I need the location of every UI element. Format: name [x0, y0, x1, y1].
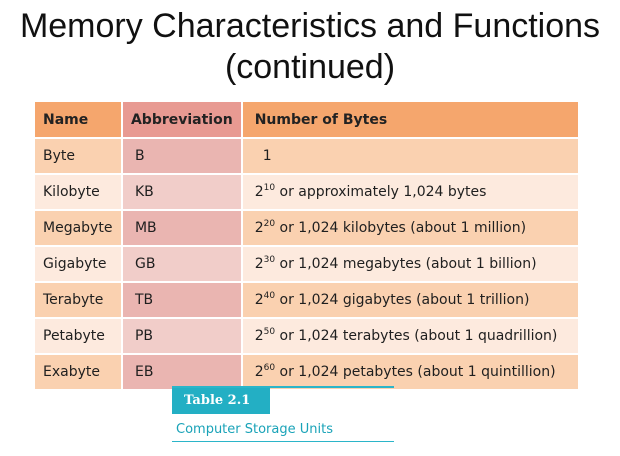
unit-abbreviation-cell: EB — [120, 354, 243, 391]
caption-bottom-rule — [172, 441, 394, 442]
power-exponent: 50 — [263, 327, 276, 337]
unit-name-cell: Kilobyte — [35, 174, 122, 211]
bytes-description: or approximately 1,024 bytes — [275, 184, 487, 200]
unit-abbreviation-cell: KB — [120, 174, 243, 211]
column-header-name: Name — [35, 102, 122, 139]
table-row: Exabyte EB 260 or 1,024 petabytes (about… — [35, 354, 578, 391]
table-row: Terabyte TB 240 or 1,024 gigabytes (abou… — [35, 282, 578, 319]
power-exponent: 10 — [263, 183, 276, 193]
power-base: 2 — [254, 220, 264, 236]
table-row: Petabyte PB 250 or 1,024 terabytes (abou… — [35, 318, 578, 355]
power-exponent: 40 — [263, 291, 276, 301]
column-header-number-of-bytes: Number of Bytes — [241, 102, 578, 139]
unit-bytes-cell: 1 — [241, 138, 578, 175]
slide-title-line-2: (continued) — [224, 48, 396, 86]
power-exponent: 60 — [263, 363, 276, 373]
caption-top-rule — [172, 386, 394, 388]
table-row: Kilobyte KB 210 or approximately 1,024 b… — [35, 174, 578, 211]
unit-abbreviation-cell: PB — [120, 318, 243, 355]
unit-abbreviation-cell: GB — [120, 246, 243, 283]
slide-title: Memory Characteristics and Functions (co… — [0, 6, 620, 88]
power-base: 2 — [254, 184, 264, 200]
power-base: 2 — [254, 364, 264, 380]
unit-name-cell: Megabyte — [35, 210, 122, 247]
unit-name-cell: Gigabyte — [35, 246, 122, 283]
unit-bytes-cell: 210 or approximately 1,024 bytes — [241, 174, 578, 211]
unit-name-cell: Terabyte — [35, 282, 122, 319]
bytes-description: or 1,024 megabytes (about 1 billion) — [275, 256, 537, 272]
unit-name-cell: Exabyte — [35, 354, 122, 391]
power-exponent: 20 — [263, 219, 276, 229]
table-number-tag: Table 2.1 — [172, 388, 270, 414]
table-row: Byte B 1 — [35, 138, 578, 175]
power-base: 2 — [254, 328, 264, 344]
unit-bytes-cell: 250 or 1,024 terabytes (about 1 quadrill… — [241, 318, 578, 355]
unit-bytes-cell: 220 or 1,024 kilobytes (about 1 million) — [241, 210, 578, 247]
unit-name-cell: Petabyte — [35, 318, 122, 355]
power-exponent: 30 — [263, 255, 276, 265]
unit-bytes-cell: 230 or 1,024 megabytes (about 1 billion) — [241, 246, 578, 283]
storage-units-table: Name Abbreviation Number of Bytes Byte B… — [35, 102, 578, 391]
bytes-description: or 1,024 gigabytes (about 1 trillion) — [275, 292, 530, 308]
table-caption-text: Computer Storage Units — [176, 422, 333, 437]
unit-abbreviation-cell: TB — [120, 282, 243, 319]
table-caption: Table 2.1 Computer Storage Units — [172, 386, 394, 442]
unit-abbreviation-cell: B — [120, 138, 243, 175]
bytes-description: or 1,024 petabytes (about 1 quintillion) — [275, 364, 556, 380]
table-header-row: Name Abbreviation Number of Bytes — [35, 102, 578, 139]
power-base: 2 — [254, 292, 264, 308]
slide-title-line-1: Memory Characteristics and Functions — [19, 7, 601, 45]
bytes-description: or 1,024 terabytes (about 1 quadrillion) — [275, 328, 558, 344]
unit-bytes-cell: 260 or 1,024 petabytes (about 1 quintill… — [241, 354, 578, 391]
power-base: 2 — [254, 256, 264, 272]
table-row: Megabyte MB 220 or 1,024 kilobytes (abou… — [35, 210, 578, 247]
unit-name-cell: Byte — [35, 138, 122, 175]
unit-bytes-cell: 240 or 1,024 gigabytes (about 1 trillion… — [241, 282, 578, 319]
table-row: Gigabyte GB 230 or 1,024 megabytes (abou… — [35, 246, 578, 283]
bytes-description: or 1,024 kilobytes (about 1 million) — [275, 220, 527, 236]
column-header-abbreviation: Abbreviation — [120, 102, 243, 139]
unit-abbreviation-cell: MB — [120, 210, 243, 247]
